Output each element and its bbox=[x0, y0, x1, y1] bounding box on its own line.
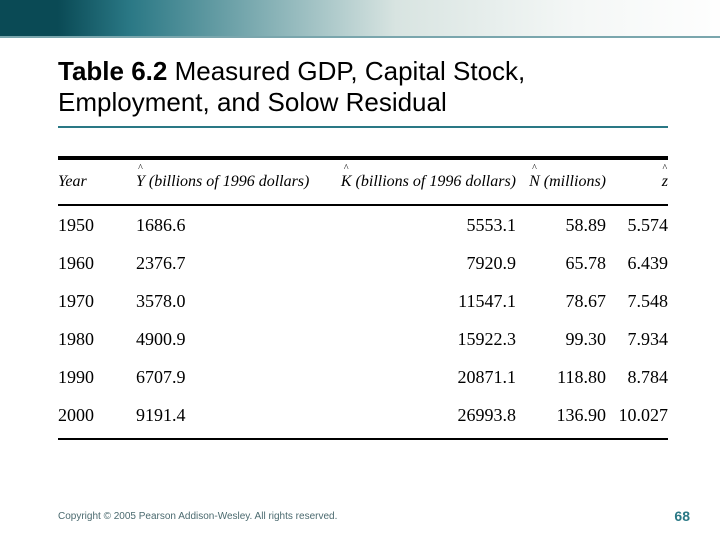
table-number: Table 6.2 bbox=[58, 56, 167, 86]
col-header-n: ^N (millions) bbox=[529, 173, 606, 190]
cell-z: 6.439 bbox=[606, 253, 668, 274]
cell-z: 5.574 bbox=[606, 215, 668, 236]
cell-year: 1980 bbox=[58, 329, 94, 349]
table-row: 1950 1686.6 5553.1 58.89 5.574 bbox=[58, 206, 668, 244]
cell-year: 1950 bbox=[58, 215, 94, 235]
cell-y: 2376.7 bbox=[136, 253, 186, 273]
col-header-year: Year bbox=[58, 173, 87, 190]
cell-k: 20871.1 bbox=[326, 367, 516, 388]
cell-n: 65.78 bbox=[516, 253, 606, 274]
cell-k: 7920.9 bbox=[326, 253, 516, 274]
cell-year: 1960 bbox=[58, 253, 94, 273]
cell-k: 26993.8 bbox=[326, 405, 516, 426]
table-row: 2000 9191.4 26993.8 136.90 10.027 bbox=[58, 396, 668, 434]
table-row: 1990 6707.9 20871.1 118.80 8.784 bbox=[58, 358, 668, 396]
cell-k: 11547.1 bbox=[326, 291, 516, 312]
cell-year: 1990 bbox=[58, 367, 94, 387]
cell-y: 6707.9 bbox=[136, 367, 186, 387]
cell-z: 8.784 bbox=[606, 367, 668, 388]
cell-y: 1686.6 bbox=[136, 215, 186, 235]
table-row: 1970 3578.0 11547.1 78.67 7.548 bbox=[58, 282, 668, 320]
title-underline bbox=[58, 126, 668, 128]
table-row: 1980 4900.9 15922.3 99.30 7.934 bbox=[58, 320, 668, 358]
table-bottom-rule bbox=[58, 438, 668, 440]
page-number: 68 bbox=[674, 508, 690, 524]
cell-z: 7.548 bbox=[606, 291, 668, 312]
cell-y: 3578.0 bbox=[136, 291, 186, 311]
table-row: 1960 2376.7 7920.9 65.78 6.439 bbox=[58, 244, 668, 282]
cell-y: 9191.4 bbox=[136, 405, 186, 425]
cell-n: 136.90 bbox=[516, 405, 606, 426]
cell-n: 99.30 bbox=[516, 329, 606, 350]
data-table: Year ^Y (billions of 1996 dollars) ^K (b… bbox=[58, 156, 668, 440]
table-header-row: Year ^Y (billions of 1996 dollars) ^K (b… bbox=[58, 160, 668, 204]
slide-title: Table 6.2 Measured GDP, Capital Stock, E… bbox=[58, 56, 680, 118]
cell-n: 78.67 bbox=[516, 291, 606, 312]
cell-k: 5553.1 bbox=[326, 215, 516, 236]
cell-n: 118.80 bbox=[516, 367, 606, 388]
copyright-footer: Copyright © 2005 Pearson Addison-Wesley.… bbox=[58, 511, 337, 522]
col-header-k: ^K (billions of 1996 dollars) bbox=[341, 173, 516, 190]
cell-z: 7.934 bbox=[606, 329, 668, 350]
cell-z: 10.027 bbox=[606, 405, 668, 426]
cell-n: 58.89 bbox=[516, 215, 606, 236]
cell-y: 4900.9 bbox=[136, 329, 186, 349]
cell-k: 15922.3 bbox=[326, 329, 516, 350]
col-header-y: ^Y (billions of 1996 dollars) bbox=[136, 173, 309, 190]
cell-year: 2000 bbox=[58, 405, 94, 425]
top-banner bbox=[0, 0, 720, 38]
cell-year: 1970 bbox=[58, 291, 94, 311]
col-header-z: ^z bbox=[662, 173, 668, 190]
